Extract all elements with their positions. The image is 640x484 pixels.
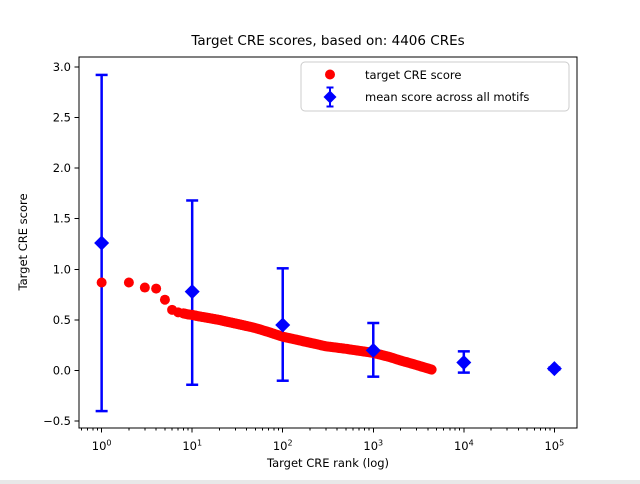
x-axis-label: Target CRE rank (log) xyxy=(266,456,389,470)
legend-label-target-score: target CRE score xyxy=(365,68,461,82)
x-tick-label: 105 xyxy=(544,439,564,454)
mean-diamond-marker xyxy=(456,354,472,370)
y-axis-label: Target CRE score xyxy=(16,193,30,291)
legend: target CRE score mean score across all m… xyxy=(300,61,570,112)
plot-area: 100 101 102 103 104 105 3.0 2.5 2.0 1.5 1.0 0.5 0.0 −… xyxy=(43,56,578,454)
mean-diamond-marker xyxy=(546,361,562,377)
mean-diamond-marker xyxy=(275,317,291,333)
chart-title: Target CRE scores, based on: 4406 CREs xyxy=(190,33,464,49)
legend-box xyxy=(300,61,570,112)
target-score-series xyxy=(96,277,437,375)
legend-label-mean-score: mean score across all motifs xyxy=(365,90,529,104)
x-tick-label: 101 xyxy=(182,439,202,454)
mean-diamond-marker xyxy=(184,284,200,300)
y-tick-label: −0.5 xyxy=(43,414,71,428)
y-tick-label: 3.0 xyxy=(53,60,71,74)
y-tick-label: 0.5 xyxy=(53,313,71,327)
y-tick-label: 2.5 xyxy=(53,110,71,124)
x-tick-labels: 100 101 102 103 104 105 xyxy=(92,439,564,454)
scatter-point xyxy=(159,294,170,305)
x-tick-label: 104 xyxy=(454,439,474,454)
axes-frame xyxy=(78,56,578,429)
scatter-point-band xyxy=(178,308,437,375)
mean-diamond-marker xyxy=(94,235,110,251)
scatter-point xyxy=(123,277,134,288)
x-tick-label: 102 xyxy=(273,439,293,454)
x-tick-label: 103 xyxy=(363,439,383,454)
legend-marker-mean-score-icon xyxy=(323,90,337,104)
scatter-point xyxy=(151,283,162,294)
y-tick-label: 1.0 xyxy=(53,262,71,276)
y-tick-labels: 3.0 2.5 2.0 1.5 1.0 0.5 0.0 −0.5 xyxy=(43,60,71,428)
legend-marker-target-score-icon xyxy=(325,69,335,80)
x-tick-label: 100 xyxy=(92,439,112,454)
mean-diamond-marker xyxy=(365,342,381,358)
y-tick-label: 2.0 xyxy=(53,161,71,175)
mean-score-series xyxy=(94,235,562,377)
scatter-point xyxy=(96,277,107,288)
scatter-point xyxy=(139,282,150,293)
y-tick-label: 1.5 xyxy=(53,212,71,226)
y-tick-label: 0.0 xyxy=(53,364,71,378)
